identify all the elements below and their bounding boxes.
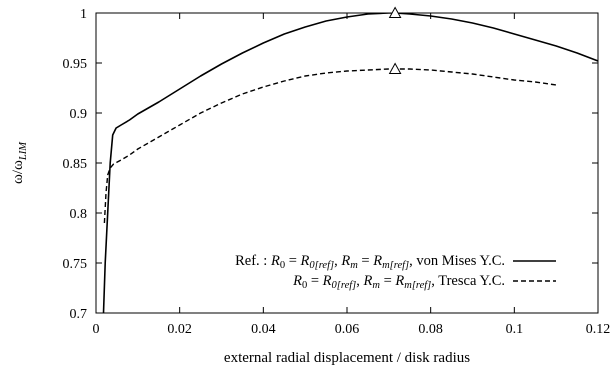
series-line-tresca (103, 68, 557, 224)
legend-rmref: R (394, 273, 404, 289)
x-axis-label: external radial displacement / disk radi… (224, 350, 470, 366)
x-tick-label: 0.08 (418, 322, 443, 337)
legend-rm: R (362, 273, 372, 289)
y-tick-label: 0.8 (70, 207, 88, 222)
legend-r0ref-sub: 0[ref] (309, 260, 334, 271)
y-tick-label: 0.9 (70, 107, 88, 122)
legend-eq2: = (358, 253, 373, 269)
x-tick-label: 0.1 (506, 322, 524, 337)
y-tick-label: 0.75 (63, 257, 88, 272)
legend-r0-sub: 0 (280, 260, 285, 271)
legend-r0-sub: 0 (302, 280, 307, 291)
legend-rmref-sub: m[ref] (382, 260, 409, 271)
x-tick-label: 0.06 (335, 322, 360, 337)
legend-rm-sub: m (372, 280, 380, 291)
legend-r0ref-sub: 0[ref] (332, 280, 357, 291)
legend: Ref. : R0 = R0[ref], Rm = Rm[ref], von M… (235, 253, 556, 291)
legend-rmref: R (372, 253, 382, 269)
series-line-von-mises (102, 13, 598, 313)
triangle-marker (388, 6, 402, 18)
legend-r0: R (270, 253, 280, 269)
y-axis-label: ω/ωLIM (10, 141, 29, 184)
x-tick-label: 0.12 (586, 322, 611, 337)
legend-sep: , (356, 273, 363, 289)
legend-entry-von-mises: Ref. : R0 = R0[ref], Rm = Rm[ref], von M… (235, 253, 505, 271)
y-tick-label: 1 (80, 7, 87, 22)
legend-entry-tresca: R0 = R0[ref], Rm = Rm[ref], Tresca Y.C. (292, 273, 505, 291)
y-tick-label: 0.7 (70, 307, 88, 322)
legend-prefix: Ref. : (235, 253, 271, 269)
legend-suffix: , von Mises Y.C. (409, 253, 505, 269)
legend-r0ref: R (322, 273, 332, 289)
y-axis-label-sub: LIM (18, 141, 29, 161)
y-tick-label: 0.85 (63, 157, 88, 172)
legend-rm-sub: m (350, 260, 358, 271)
triangle-marker (388, 62, 402, 74)
legend-suffix: , Tresca Y.C. (431, 273, 505, 289)
x-tick-label: 0.04 (251, 322, 276, 337)
axis-ticks (95, 12, 599, 314)
y-axis-label-base: ω/ω (10, 160, 26, 184)
series-layer (102, 13, 598, 313)
x-tick-label: 0.02 (167, 322, 192, 337)
legend-rmref-sub: m[ref] (404, 280, 431, 291)
legend-r0: R (292, 273, 302, 289)
y-tick-label: 0.95 (63, 57, 88, 72)
legend-r0ref: R (300, 253, 310, 269)
axis-tick-labels: 0 0.02 0.04 0.06 0.08 0.1 0.12 0.7 0.75 0.8 0.85 0.… (63, 7, 611, 337)
x-tick-label: 0 (93, 322, 100, 337)
legend-eq: = (285, 253, 300, 269)
marker-layer (388, 6, 402, 74)
legend-eq2: = (380, 273, 395, 289)
legend-rm: R (340, 253, 350, 269)
legend-sep: , (334, 253, 341, 269)
legend-eq: = (307, 273, 322, 289)
